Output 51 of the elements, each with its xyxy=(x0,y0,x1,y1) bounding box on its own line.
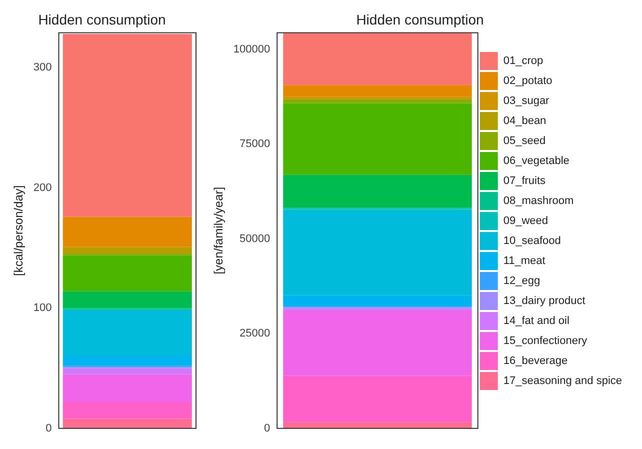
y-tick-label: 200 xyxy=(33,182,52,194)
legend-label: 10_seafood xyxy=(503,235,561,248)
bar xyxy=(62,310,192,356)
y-tick-label: 75000 xyxy=(240,138,270,150)
legend-label: 13_dairy product xyxy=(503,295,586,308)
legend-label: 09_weed xyxy=(503,215,548,228)
bar xyxy=(283,210,472,296)
legend-label: 11_meat xyxy=(503,255,546,268)
bar xyxy=(283,376,472,422)
bar xyxy=(283,85,472,97)
bar xyxy=(62,255,192,292)
legend-label: 06_vegetable xyxy=(503,155,570,168)
legend-label: 12_egg xyxy=(503,275,540,288)
bar xyxy=(62,248,192,254)
bar xyxy=(62,355,192,366)
y-tick-label: 100 xyxy=(33,302,52,314)
legend-label: 04_bean xyxy=(503,115,546,128)
y-axis-title: [kcal/person/day] xyxy=(12,185,26,276)
bar xyxy=(62,418,192,428)
bar xyxy=(283,33,472,86)
legend-label: 02_potato xyxy=(503,75,552,88)
legend-label: 03_sugar xyxy=(503,95,550,108)
bar xyxy=(62,34,192,217)
chart-title: Hidden consumption xyxy=(38,11,166,28)
legend-label: 16_beverage xyxy=(503,355,568,368)
bar xyxy=(283,99,472,104)
legend-label: 01_crop xyxy=(503,55,544,68)
bar xyxy=(283,422,472,428)
bar xyxy=(62,291,192,308)
bar xyxy=(283,103,472,175)
bar xyxy=(283,310,472,376)
legend-label: 08_mashroom xyxy=(503,195,574,208)
bar xyxy=(62,402,192,419)
legend-label: 15_confectionery xyxy=(503,335,588,348)
y-axis-title: [yen/family/year] xyxy=(212,186,226,274)
legend-label: 07_fruits xyxy=(503,175,546,188)
y-tick-label: 0 xyxy=(264,422,270,434)
y-tick-label: 300 xyxy=(33,62,52,74)
legend-label: 14_fat and oil xyxy=(503,315,570,328)
bar xyxy=(283,174,472,208)
bar xyxy=(62,216,192,247)
y-tick-label: 50000 xyxy=(240,232,270,245)
bar xyxy=(283,295,472,306)
y-tick-label: 25000 xyxy=(240,328,270,340)
bar xyxy=(62,374,192,402)
y-tick-label: 0 xyxy=(46,422,52,434)
chart-title: Hidden consumption xyxy=(356,11,484,28)
bar xyxy=(62,368,192,374)
y-tick-label: 100000 xyxy=(233,44,270,56)
legend-label: 05_seed xyxy=(503,135,546,148)
legend-label: 17_seasoning and spice xyxy=(503,375,622,388)
